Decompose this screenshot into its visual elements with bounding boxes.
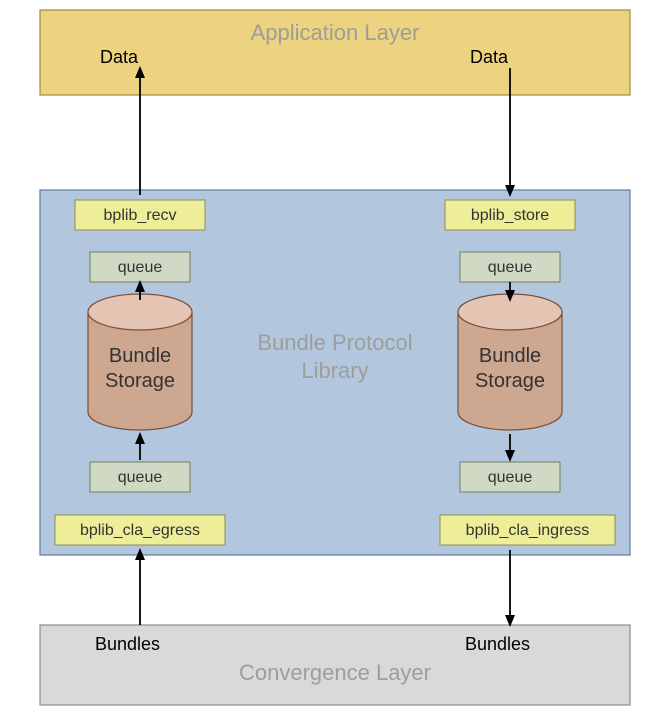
layer-title: Application Layer <box>251 20 420 45</box>
queue_tl-box: queue <box>90 252 190 282</box>
bundle-storage-cylinder: Bundle Storage <box>88 294 192 430</box>
svg-text:Storage: Storage <box>105 370 175 392</box>
svg-text:Bundle: Bundle <box>109 345 171 367</box>
arrow-label: Bundles <box>95 634 160 654</box>
recv-box: bplib_recv <box>75 200 205 230</box>
arrow-label: Bundles <box>465 634 530 654</box>
queue_br-box: queue <box>460 462 560 492</box>
svg-text:queue: queue <box>488 259 533 276</box>
svg-text:Storage: Storage <box>475 370 545 392</box>
ingress-box: bplib_cla_ingress <box>440 515 615 545</box>
bundle-storage-cylinder: Bundle Storage <box>458 294 562 430</box>
queue_tr-box: queue <box>460 252 560 282</box>
store-box: bplib_store <box>445 200 575 230</box>
svg-text:Library: Library <box>301 358 368 383</box>
svg-text:bplib_store: bplib_store <box>471 207 549 224</box>
svg-text:bplib_cla_ingress: bplib_cla_ingress <box>466 522 590 539</box>
svg-text:bplib_cla_egress: bplib_cla_egress <box>80 522 200 539</box>
layer-title: Convergence Layer <box>239 660 431 685</box>
svg-text:queue: queue <box>118 469 163 486</box>
egress-box: bplib_cla_egress <box>55 515 225 545</box>
svg-text:Bundle: Bundle <box>479 345 541 367</box>
layer-title: Bundle Protocol <box>257 330 412 355</box>
queue_bl-box: queue <box>90 462 190 492</box>
svg-text:queue: queue <box>118 259 163 276</box>
svg-text:bplib_recv: bplib_recv <box>104 207 177 224</box>
arrow-label: Data <box>100 47 139 67</box>
arrow-label: Data <box>470 47 509 67</box>
svg-text:queue: queue <box>488 469 533 486</box>
